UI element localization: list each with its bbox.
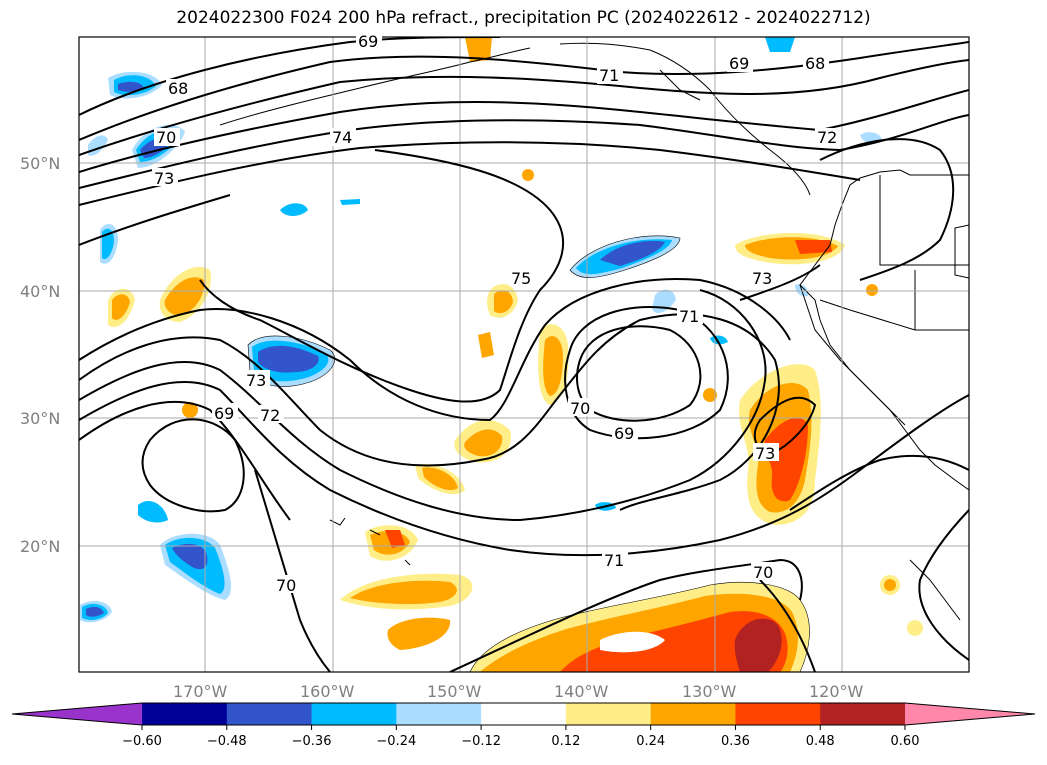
colorbar-segment (565, 703, 652, 725)
colorbar: −0.60 −0.48 −0.36 −0.24 −0.12 0.12 0.24 0.36 0.4… (11, 702, 1036, 749)
contour-label: 69 (614, 424, 634, 443)
lon-label: 150°W (427, 682, 482, 701)
contour-label: 73 (752, 269, 772, 288)
contour-label: 71 (679, 307, 699, 326)
colorbar-tick-label: 0.60 (891, 734, 920, 749)
contour-label: 68 (805, 54, 825, 73)
map-title: 2024022300 F024 200 hPa refract., precip… (176, 8, 871, 28)
colorbar-tick-label: −0.24 (376, 734, 416, 749)
colorbar-segment (226, 703, 313, 725)
contour-label: 70 (570, 399, 590, 418)
map-frame (78, 36, 970, 673)
contour-label: 70 (276, 576, 296, 595)
contour-label: 75 (511, 269, 531, 288)
colorbar-segment (142, 703, 228, 725)
colorbar-extend-min (12, 703, 142, 725)
colorbar-tick-label: −0.12 (461, 734, 501, 749)
contour-label: 68 (168, 79, 188, 98)
contour-label: 72 (817, 128, 837, 147)
latitude-labels: 50°N 40°N 30°N 20°N (20, 154, 60, 556)
contour-label: 69 (214, 404, 234, 423)
colorbar-segment (481, 703, 567, 725)
contour-label: 73 (154, 169, 174, 188)
contour-label: 73 (755, 444, 775, 463)
lat-label: 50°N (20, 154, 60, 173)
colorbar-tick-label: 0.12 (551, 734, 580, 749)
contour-label: 70 (753, 563, 773, 582)
lon-label: 160°W (300, 682, 355, 701)
colorbar-segment (311, 703, 397, 725)
lon-label: 140°W (554, 682, 609, 701)
lon-label: 170°W (173, 682, 228, 701)
colorbar-tick-label: 0.36 (721, 734, 750, 749)
contour-label: 73 (246, 371, 266, 390)
colorbar-segment (396, 703, 482, 725)
lat-label: 30°N (20, 409, 60, 428)
contour-label: 69 (358, 32, 378, 51)
contour-label: 74 (332, 128, 352, 147)
graticule (79, 37, 969, 672)
lon-label: 120°W (809, 682, 864, 701)
colorbar-tick-label: −0.60 (122, 734, 162, 749)
contour-label: 69 (729, 54, 749, 73)
lat-label: 20°N (20, 537, 60, 556)
contour-label: 70 (156, 128, 176, 147)
refractivity-contours (79, 37, 969, 672)
colorbar-segment (650, 703, 736, 725)
colorbar-tick-label: 0.48 (806, 734, 835, 749)
contour-label: 72 (260, 406, 280, 425)
contour-label-group: 69 68 70 73 71 74 69 68 72 75 73 71 73 7… (152, 31, 841, 595)
coastlines (219, 42, 969, 621)
lat-label: 40°N (20, 282, 60, 301)
longitude-labels: 170°W 160°W 150°W 140°W 130°W 120°W (173, 682, 864, 701)
lon-label: 130°W (682, 682, 737, 701)
colorbar-tick-label: −0.36 (292, 734, 332, 749)
colorbar-tick-label: −0.48 (207, 734, 247, 749)
colorbar-extend-max (905, 703, 1035, 725)
contour-label: 71 (604, 551, 624, 570)
colorbar-tick-label: 0.24 (636, 734, 665, 749)
contour-label: 71 (599, 66, 619, 85)
colorbar-segment (735, 703, 821, 725)
colorbar-segment (820, 703, 906, 725)
